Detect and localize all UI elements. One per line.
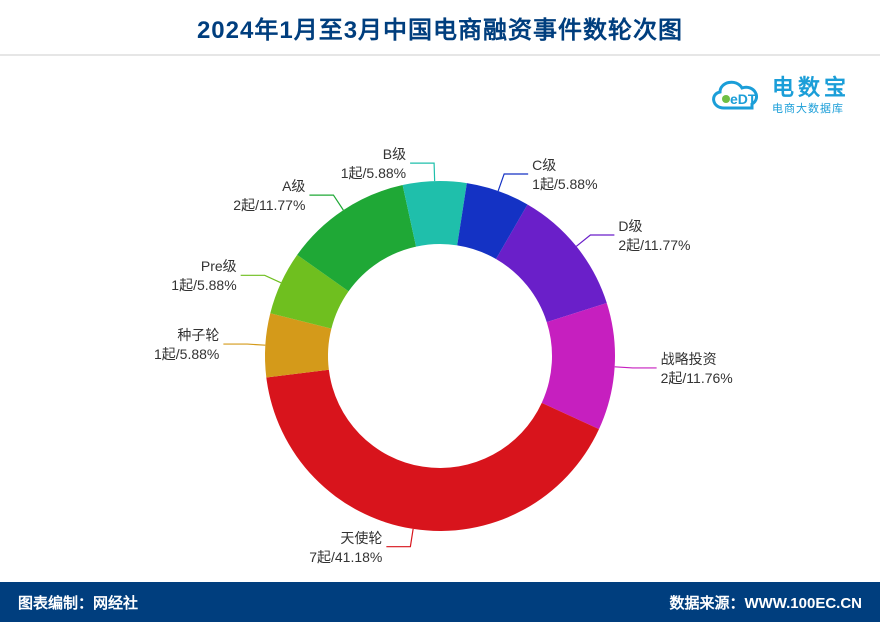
slice-label-1: 战略投资2起/11.76%	[661, 350, 733, 388]
footer-left-value: 网经社	[93, 595, 138, 612]
footer-left: 图表编制：网经社	[18, 592, 138, 613]
slice-label-count: 7起/41.18%	[309, 548, 382, 567]
slice-label-2: 天使轮7起/41.18%	[309, 529, 382, 567]
slice-label-count: 1起/5.88%	[171, 276, 236, 295]
slice-label-name: 种子轮	[154, 326, 219, 345]
chart-title: 2024年1月至3月中国电商融资事件数轮次图	[197, 10, 683, 45]
slice-label-count: 2起/11.77%	[618, 236, 690, 255]
slice-label-name: 战略投资	[661, 350, 733, 369]
slice-label-3: 种子轮1起/5.88%	[154, 326, 219, 364]
slice-label-name: Pre级	[171, 257, 236, 276]
slice-label-7: C级1起/5.88%	[532, 156, 597, 194]
leader-3	[223, 344, 265, 345]
slice-label-count: 1起/5.88%	[341, 164, 406, 183]
slice-label-4: Pre级1起/5.88%	[171, 257, 236, 295]
leader-0	[576, 235, 614, 246]
leader-7	[498, 174, 528, 191]
footer-right-label: 数据来源：	[669, 595, 744, 612]
slice-label-0: D级2起/11.77%	[618, 217, 690, 255]
donut-chart	[0, 56, 880, 582]
slice-label-count: 2起/11.77%	[233, 196, 305, 215]
footer-right: 数据来源：WWW.100EC.CN	[669, 592, 862, 613]
leader-2	[386, 529, 413, 547]
slice-label-5: A级2起/11.77%	[233, 177, 305, 215]
footer-right-value: WWW.100EC.CN	[744, 595, 862, 612]
slice-label-name: A级	[233, 177, 305, 196]
slice-label-name: D级	[618, 217, 690, 236]
slice-label-name: 天使轮	[309, 529, 382, 548]
chart-area: eDT 电数宝 电商大数据库 D级2起/11.77%战略投资2起/11.76%天…	[0, 56, 880, 582]
slice-label-count: 2起/11.76%	[661, 369, 733, 388]
slice-label-name: B级	[341, 145, 406, 164]
leader-4	[241, 275, 281, 283]
leader-1	[615, 367, 657, 368]
slice-label-count: 1起/5.88%	[532, 175, 597, 194]
title-bar: 2024年1月至3月中国电商融资事件数轮次图	[0, 0, 880, 56]
slice-label-count: 1起/5.88%	[154, 345, 219, 364]
slice-label-6: B级1起/5.88%	[341, 145, 406, 183]
slice-label-name: C级	[532, 156, 597, 175]
leader-6	[410, 163, 435, 181]
footer-left-label: 图表编制：	[18, 595, 93, 612]
leader-5	[309, 195, 343, 210]
footer-bar: 图表编制：网经社 数据来源：WWW.100EC.CN	[0, 582, 880, 622]
